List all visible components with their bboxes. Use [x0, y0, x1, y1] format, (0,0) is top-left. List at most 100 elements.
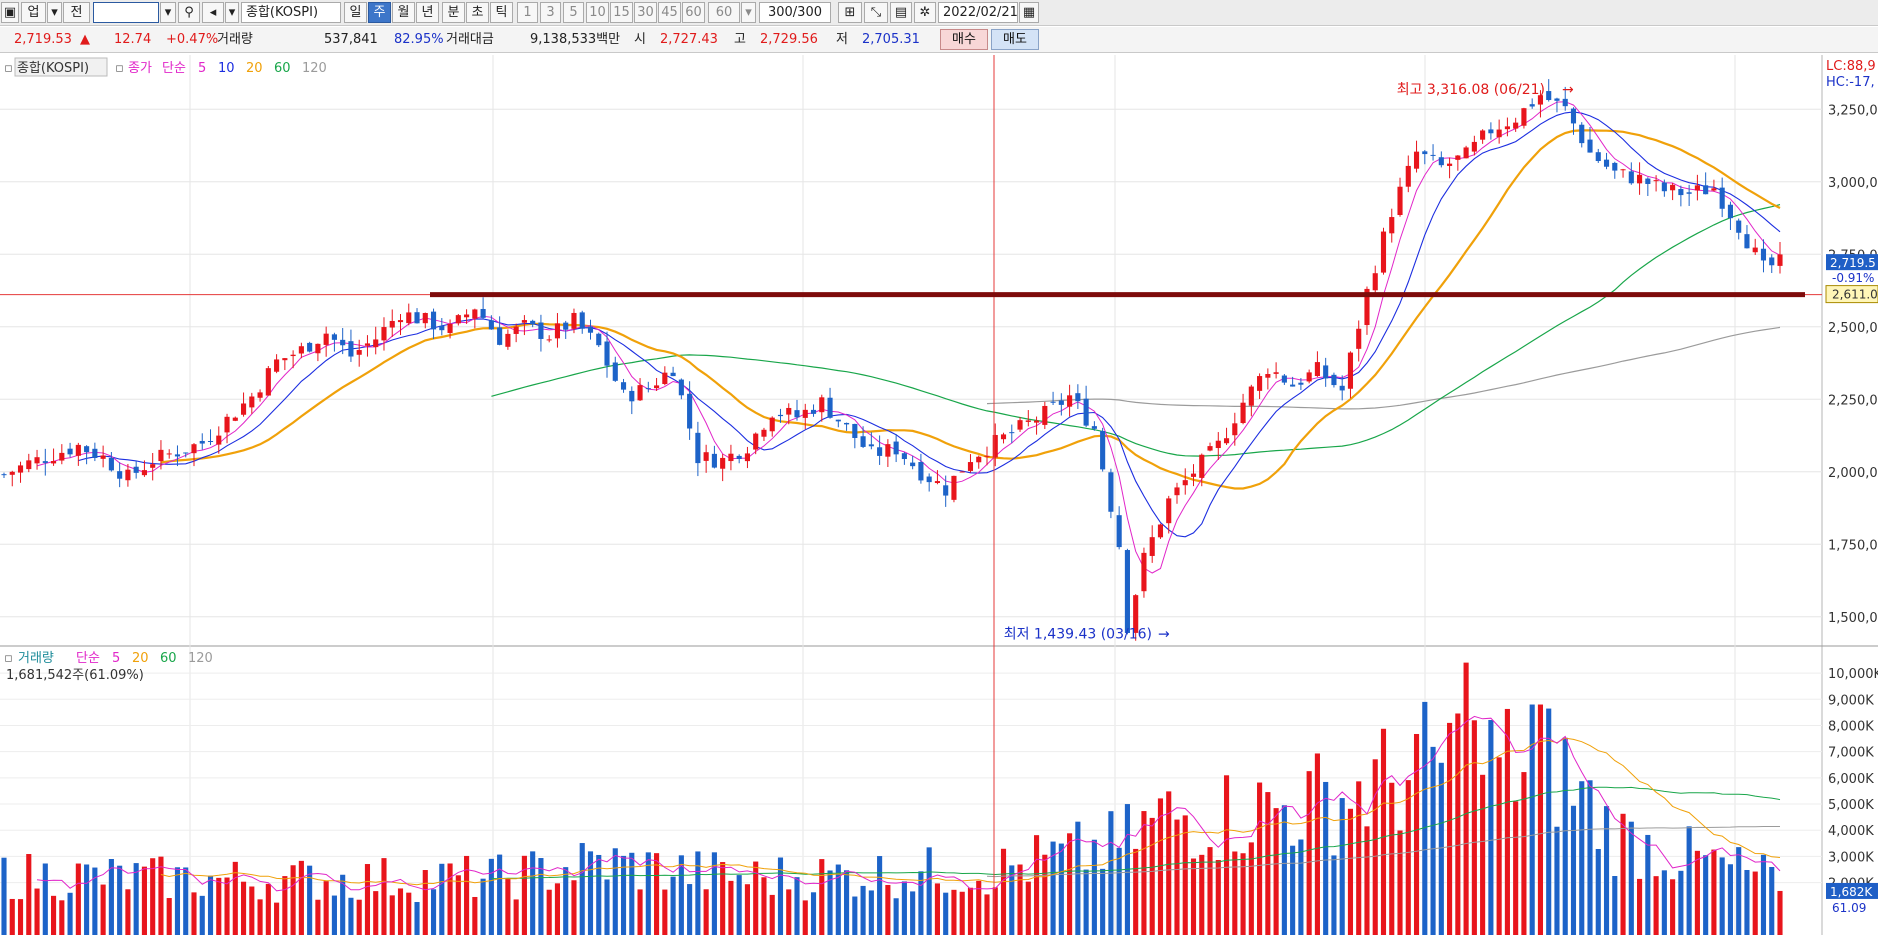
code-dropdown-icon[interactable]: ▾ [160, 2, 176, 23]
code-input[interactable]: 001 [93, 2, 159, 23]
volume-bar [786, 889, 792, 935]
volume-bar [1603, 806, 1610, 935]
volume-bar [249, 886, 255, 935]
save-icon[interactable]: ▤ [890, 2, 912, 23]
candle-body [777, 414, 784, 417]
price-tick-label: 3,000,0 [1828, 176, 1878, 191]
compare-icon[interactable]: ⊞ [838, 2, 862, 23]
speaker-icon[interactable]: ◂ [202, 2, 224, 23]
tab-day[interactable]: 일 [344, 2, 367, 23]
candle-body [711, 453, 717, 468]
interval-5[interactable]: 5 [563, 2, 584, 23]
volume-bar [918, 871, 924, 935]
stock-name-field[interactable]: 종합(KOSPI) [241, 2, 341, 23]
candle-body [274, 359, 280, 372]
candle-body [844, 422, 850, 425]
candle-body [298, 346, 304, 354]
interval-15[interactable]: 15 [610, 2, 633, 23]
volume-bar [860, 885, 866, 935]
volume-bar [1760, 854, 1767, 935]
candle-body [505, 333, 511, 347]
interval-select[interactable]: 60 [708, 2, 740, 23]
search-icon[interactable]: ⚲ [178, 2, 200, 23]
candle-body [1496, 129, 1502, 138]
candle-body [1405, 165, 1411, 187]
market-selector[interactable]: 업 [21, 2, 46, 23]
candle-body [307, 342, 313, 352]
volume-ma5-line [36, 715, 1781, 892]
volume-bar [1331, 855, 1337, 935]
candle-body [1661, 182, 1667, 192]
candle-body [1240, 402, 1246, 424]
sell-button[interactable]: 매도 [991, 29, 1039, 50]
speaker-dropdown-icon[interactable]: ▾ [225, 2, 239, 23]
interval-dropdown-icon[interactable]: ▾ [741, 2, 756, 23]
volume-bar [430, 889, 437, 935]
price-tag-box [1826, 254, 1878, 271]
candle-body [521, 320, 527, 323]
candle-body [1339, 385, 1345, 391]
market-dropdown-icon[interactable]: ▾ [47, 2, 62, 23]
volume-bar [397, 888, 404, 935]
volume-bar [265, 883, 271, 935]
volume-bar [819, 859, 825, 935]
prev-button[interactable]: 전 [63, 2, 90, 23]
interval-3[interactable]: 3 [540, 2, 561, 23]
volume-bar [703, 889, 709, 935]
candle-body [1471, 141, 1477, 152]
date-field[interactable]: 2022/02/21 [938, 2, 1018, 23]
candle-body [497, 327, 503, 345]
tab-week[interactable]: 주 [368, 2, 391, 23]
volume-ma20-line [160, 737, 1781, 886]
tab-tick[interactable]: 틱 [490, 2, 513, 23]
volume-bar [1504, 708, 1510, 935]
candle-body [976, 456, 982, 463]
volume-bar [1100, 868, 1106, 935]
tab-month[interactable]: 월 [392, 2, 415, 23]
candle-body [1025, 420, 1031, 422]
candle-body [17, 465, 24, 473]
candle-body [26, 460, 32, 470]
interval-60[interactable]: 60 [682, 2, 705, 23]
candle-body [174, 454, 181, 457]
layout-icon[interactable]: ▣ [1, 2, 19, 23]
candle-body [530, 320, 536, 325]
volume-bar [893, 898, 899, 935]
candle-body [893, 441, 899, 455]
count-field[interactable]: 300/300 [759, 2, 831, 23]
volume-bar [984, 894, 990, 935]
candle-body [1546, 91, 1552, 101]
buy-button[interactable]: 매수 [940, 29, 988, 50]
settings-icon[interactable]: ✲ [914, 2, 936, 23]
candle-body [967, 462, 974, 471]
volume-bar [1438, 762, 1444, 935]
candle-body [1447, 163, 1453, 166]
volume-tick-label: 8,000K [1828, 719, 1874, 734]
candle-body [389, 320, 395, 328]
volume-bar [1380, 728, 1387, 935]
volume-bar [1, 857, 7, 935]
calendar-icon[interactable]: ▦ [1019, 2, 1039, 23]
tab-minute[interactable]: 분 [442, 2, 465, 23]
volume-bar [844, 870, 850, 935]
volume-bar [447, 863, 453, 935]
candle-body [637, 385, 643, 401]
volume-bar [1174, 819, 1180, 935]
candle-body [1331, 374, 1337, 386]
candle-body [166, 453, 172, 455]
candle-body [852, 423, 858, 438]
volume-bar [1248, 842, 1254, 935]
volume-bar [414, 902, 420, 935]
low-value: 2,705.31 [862, 32, 920, 47]
high-label: 고 [734, 32, 746, 47]
interval-1[interactable]: 1 [517, 2, 538, 23]
volume-moving-averages [36, 715, 1781, 892]
draw-tools-icon[interactable]: ⤡ [864, 2, 888, 23]
interval-10[interactable]: 10 [586, 2, 609, 23]
tab-second[interactable]: 초 [466, 2, 489, 23]
corner-label: HC:-17, [1826, 75, 1875, 90]
tab-year[interactable]: 년 [416, 2, 439, 23]
interval-45[interactable]: 45 [658, 2, 681, 23]
interval-30[interactable]: 30 [634, 2, 657, 23]
